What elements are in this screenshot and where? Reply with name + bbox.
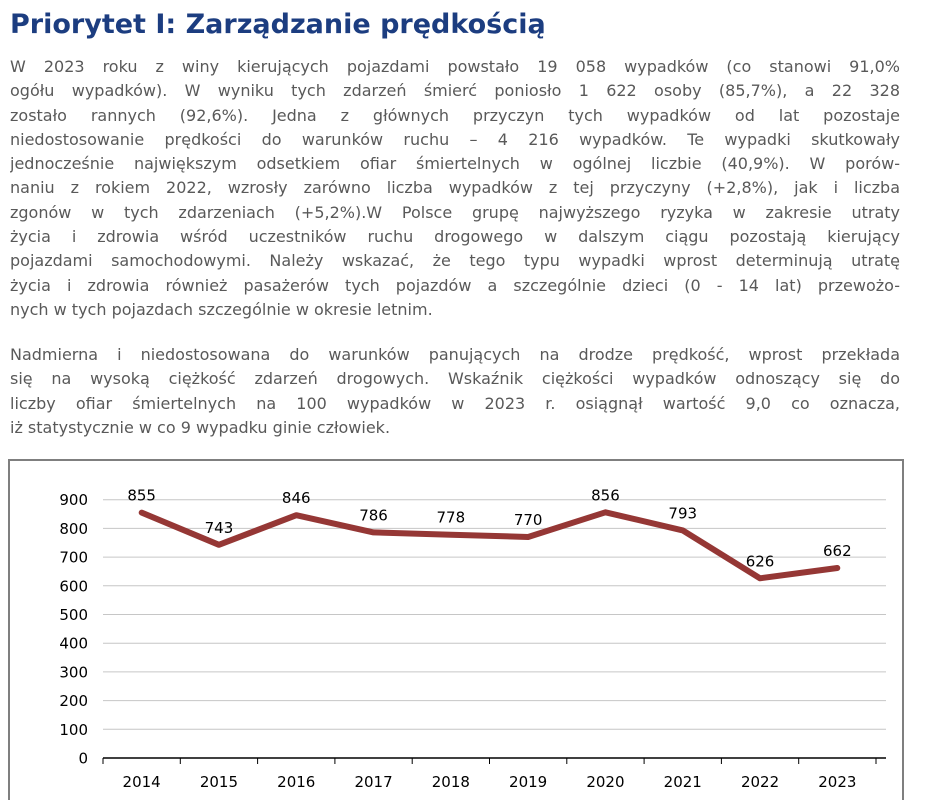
data-label: 856 (591, 486, 620, 504)
text-line: jednocześnie największym odsetkiem ofiar… (10, 154, 900, 174)
text-line: pojazdami samochodowymi. Należy wskazać,… (10, 251, 900, 271)
text-line: zostało rannych (92,6%). Jedna z głównyc… (10, 105, 900, 125)
x-axis-label: 2022 (741, 773, 779, 791)
chart-frame: 0 100 200 300 400 500 600 700 800 900 2014 2015 2016… (8, 459, 904, 800)
text-line: życia i zdrowia wśród uczestników ruchu … (10, 227, 900, 247)
text-line: życia i zdrowia również pasażerów tych p… (10, 275, 900, 295)
data-series-line (138, 509, 841, 582)
x-axis-label: 2023 (818, 773, 856, 791)
x-axis-label: 2014 (123, 773, 161, 791)
x-axis-label: 2018 (432, 773, 470, 791)
text-line: naniu z rokiem 2022, wzrosły zarówno lic… (10, 178, 900, 198)
data-label: 778 (437, 509, 466, 527)
data-label: 855 (127, 487, 156, 505)
paragraph-severity-index: Nadmierna i niedostosowana do warunków p… (10, 343, 900, 440)
data-label: 793 (668, 504, 697, 522)
x-axis-label: 2016 (277, 773, 315, 791)
data-label: 786 (359, 506, 388, 524)
y-axis-label: 400 (59, 635, 88, 653)
text-line: nych w tych pojazdach szczególnie w okre… (10, 299, 433, 319)
data-label: 743 (205, 519, 234, 537)
paragraph-accidents-stats: W 2023 roku z winy kierujących pojazdami… (10, 55, 900, 322)
y-axis-label: 700 (59, 549, 88, 567)
x-axis-label: 2017 (354, 773, 392, 791)
text-line: się na wysoką ciężkość zdarzeń drogowych… (10, 369, 900, 389)
chart-canvas: 0 100 200 300 400 500 600 700 800 900 2014 2015 2016… (59, 486, 886, 791)
text-line: zgonów w tych zdarzeniach (+5,2%).W Pols… (10, 202, 900, 222)
x-axis-label: 2021 (664, 773, 702, 791)
y-axis-label: 900 (59, 491, 88, 509)
y-axis-label: 600 (59, 577, 88, 595)
y-axis-label: 300 (59, 663, 88, 681)
text-line: iż statystycznie w co 9 wypadku ginie cz… (10, 417, 391, 437)
page-title: Priorytet I: Zarządzanie prędkością (10, 9, 546, 40)
data-label: 662 (823, 542, 852, 560)
data-label: 846 (282, 489, 311, 507)
text-line: W 2023 roku z winy kierujących pojazdami… (10, 57, 900, 76)
y-axis-label: 0 (78, 750, 88, 768)
text-line: niedostosowanie prędkości do warunków ru… (10, 129, 900, 149)
text-line: Nadmierna i niedostosowana do warunków p… (10, 345, 900, 364)
x-axis-label: 2019 (509, 773, 547, 791)
y-axis-label: 800 (59, 520, 88, 538)
y-axis-label: 200 (59, 692, 88, 710)
text-line: liczby ofiar śmiertelnych na 100 wypadkó… (10, 393, 900, 413)
x-axis-label: 2015 (200, 773, 238, 791)
y-axis-label: 500 (59, 606, 88, 624)
text-line: ogółu wypadków). W wyniku tych zdarzeń ś… (10, 81, 900, 101)
y-axis-label: 100 (59, 721, 88, 739)
data-label: 626 (746, 552, 775, 570)
x-axis-label: 2020 (586, 773, 624, 791)
data-label: 770 (514, 511, 543, 529)
